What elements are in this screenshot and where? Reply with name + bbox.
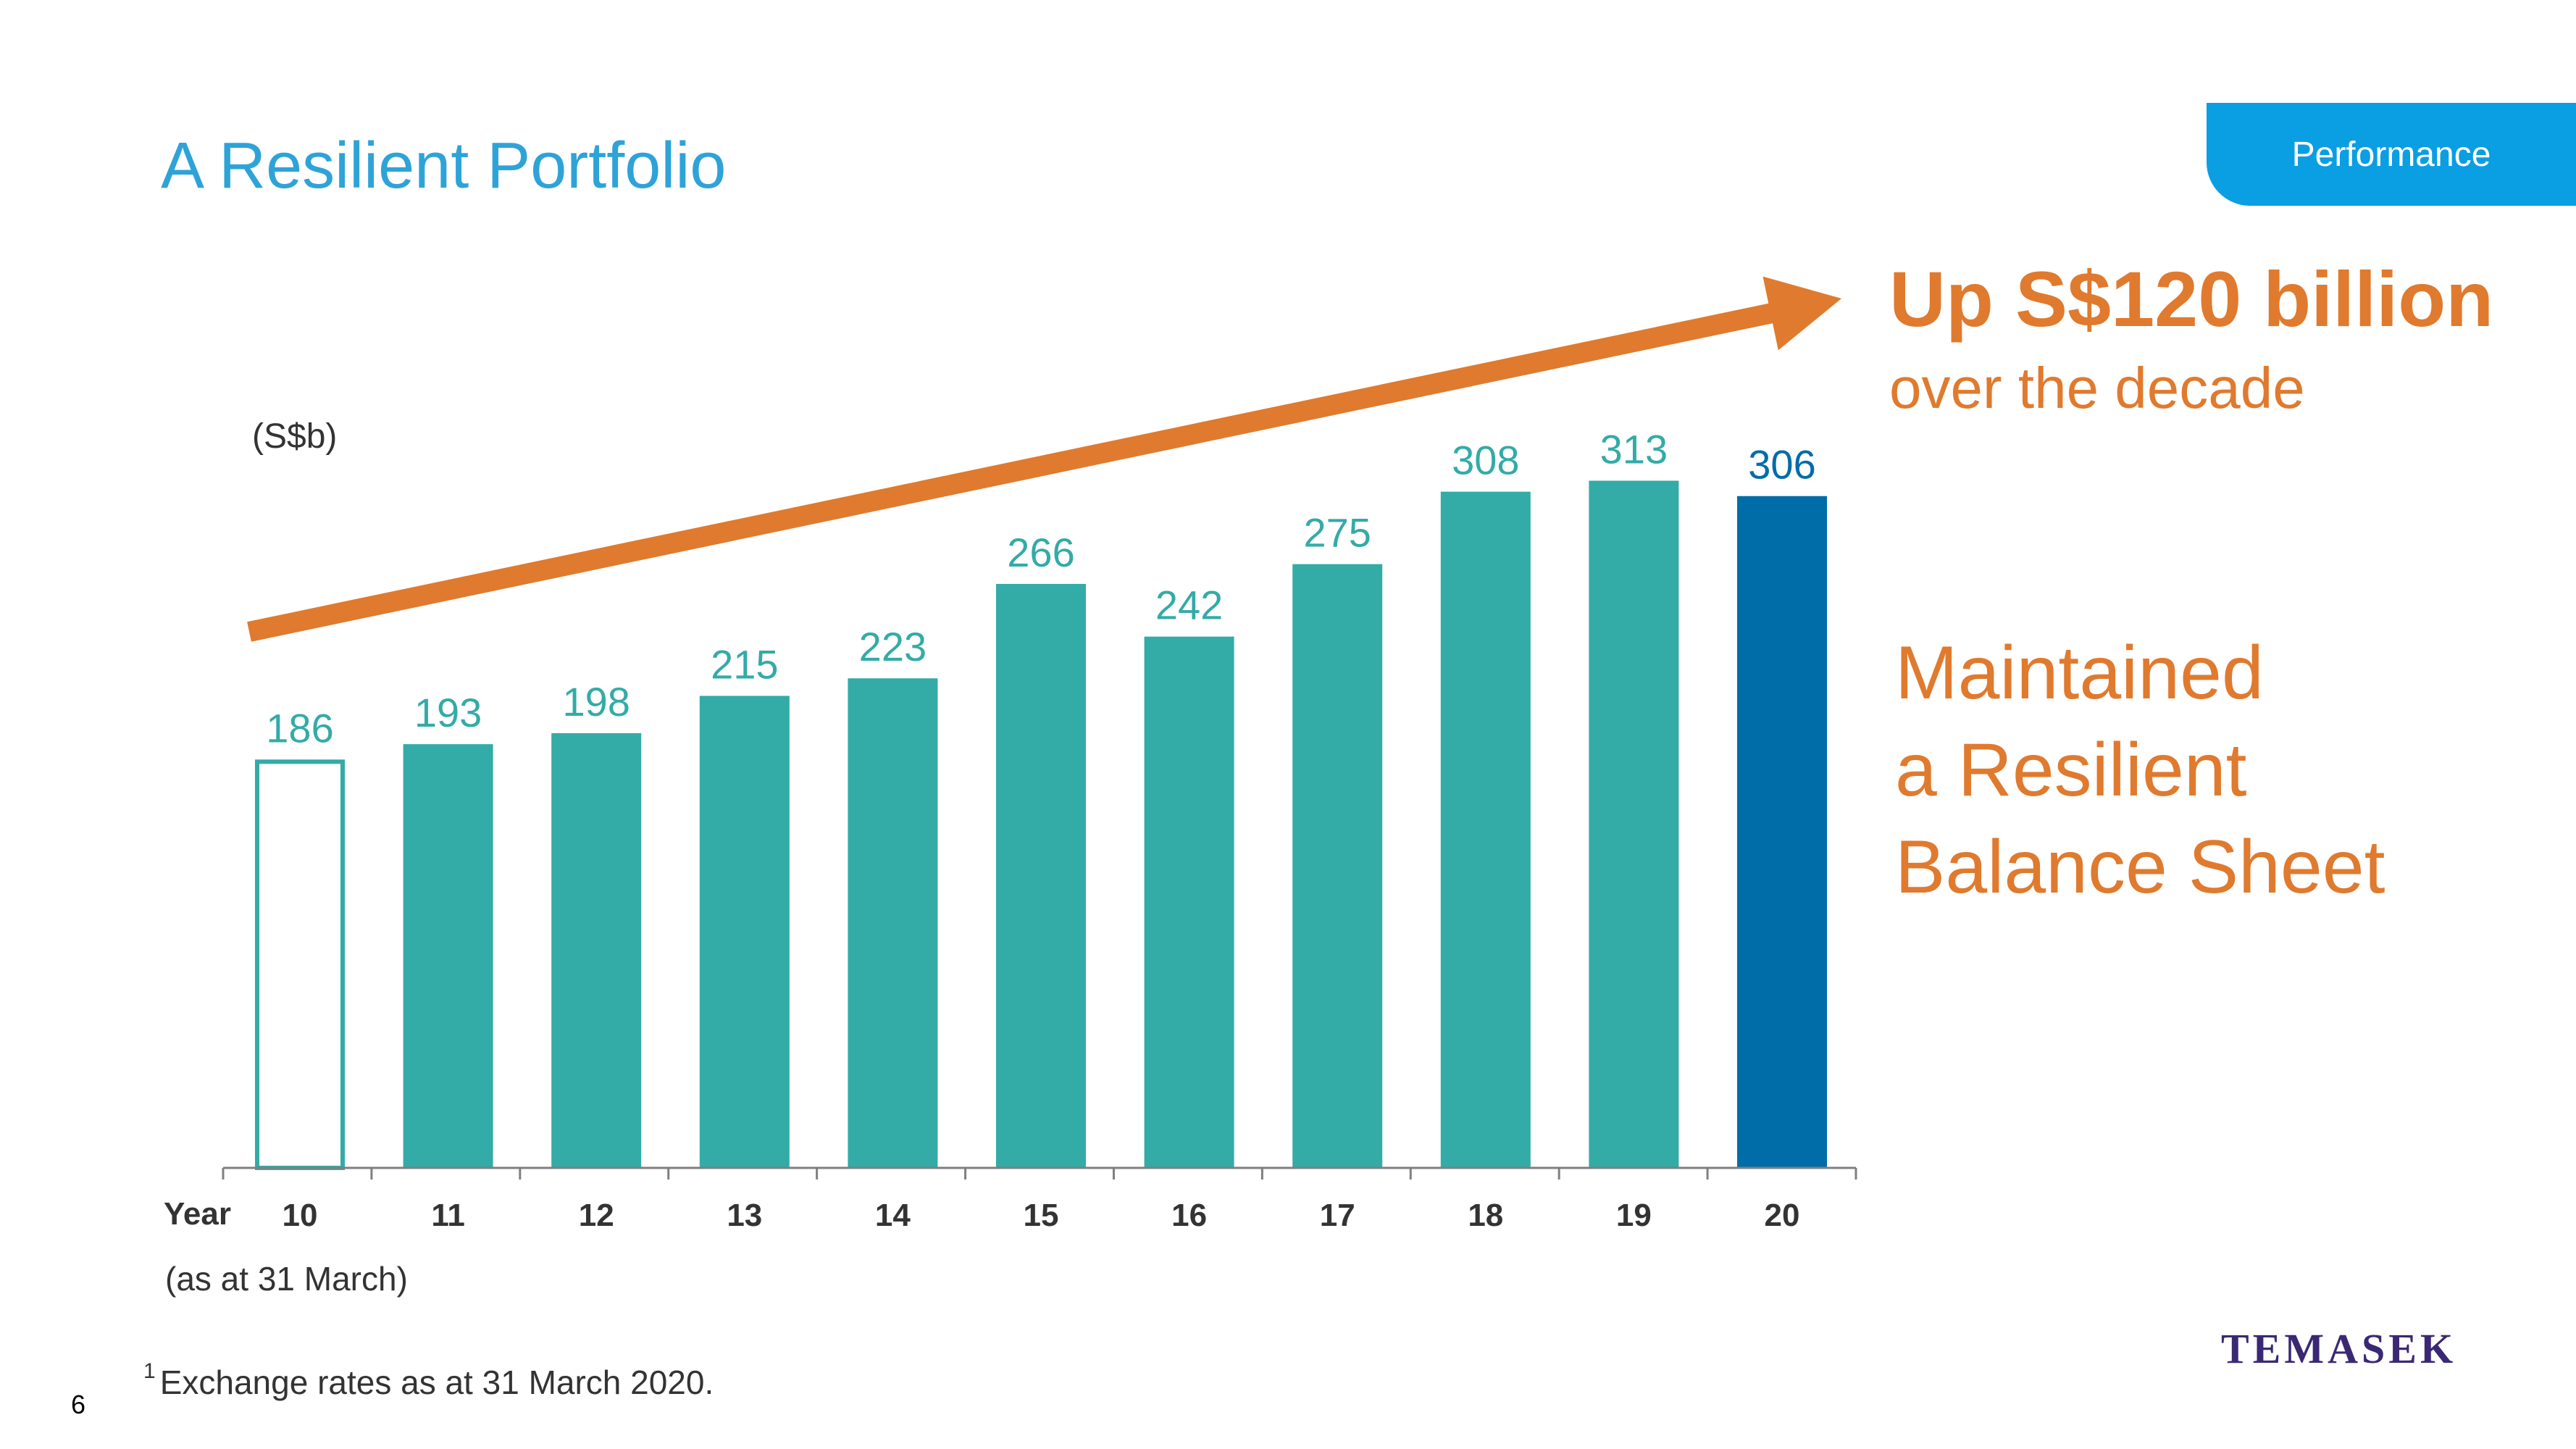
data-label-2012: 198 — [562, 679, 630, 724]
x-tick-label-2017: 17 — [1320, 1198, 1355, 1233]
subheadline-decade: over the decade — [1889, 356, 2305, 420]
data-label-2013: 215 — [711, 641, 778, 687]
y-unit-label: (S$b) — [252, 417, 337, 456]
x-tick-label-2019: 19 — [1616, 1198, 1652, 1233]
key-message-line-3: Balance Sheet — [1895, 825, 2385, 909]
section-tab-performance[interactable]: Performance — [2207, 103, 2576, 206]
footnote: 1 Exchange rates as at 31 March 2020. — [143, 1359, 714, 1402]
key-message-line-1: Maintained — [1895, 631, 2264, 715]
bar-2019 — [1589, 480, 1679, 1168]
x-tick-label-2012: 12 — [579, 1198, 614, 1233]
trend-arrow-shape — [247, 276, 1841, 642]
data-label-2014: 223 — [859, 624, 927, 669]
data-label-2011: 193 — [414, 690, 482, 735]
bar-2010 — [255, 759, 345, 1170]
temasek-logo: TEMASEK — [2221, 1325, 2457, 1372]
x-tick-label-2013: 13 — [727, 1198, 762, 1233]
x-tick-label-2018: 18 — [1468, 1198, 1503, 1233]
footnote-marker: 1 — [143, 1359, 156, 1383]
data-label-2015: 266 — [1007, 530, 1074, 575]
x-axis-title: Year — [164, 1196, 231, 1232]
bar-2011 — [403, 744, 493, 1168]
data-label-2016: 242 — [1155, 582, 1223, 628]
x-tick-label-2016: 16 — [1171, 1198, 1207, 1233]
data-label-2020: 306 — [1748, 442, 1815, 488]
data-label-2019: 313 — [1600, 427, 1668, 472]
key-message-line-2: a Resilient — [1895, 728, 2247, 812]
bar-2014 — [848, 678, 938, 1168]
bar-2013 — [699, 696, 790, 1168]
bar-2016 — [1144, 636, 1234, 1168]
bar-2012 — [551, 733, 642, 1168]
x-tick-label-2015: 15 — [1024, 1198, 1059, 1233]
data-label-2010: 186 — [266, 705, 333, 751]
headline-growth: Up S$120 billion — [1889, 255, 2494, 343]
bar-2018 — [1440, 491, 1531, 1168]
x-tick-label-2014: 14 — [875, 1198, 911, 1233]
key-message: Maintained a Resilient Balance Sheet — [1895, 625, 2385, 916]
bar-2015 — [996, 583, 1086, 1168]
x-tick-label-2011: 11 — [431, 1198, 465, 1233]
footnote-text: Exchange rates as at 31 March 2020. — [159, 1364, 714, 1401]
trend-arrow — [247, 276, 1841, 642]
data-label-2017: 275 — [1303, 510, 1371, 556]
date-note: (as at 31 March) — [165, 1260, 408, 1298]
bar-2020 — [1737, 496, 1827, 1168]
x-tick-label-2020: 20 — [1765, 1198, 1800, 1233]
slide-title: A Resilient Portfolio — [161, 130, 727, 202]
x-tick-label-2010: 10 — [283, 1198, 318, 1233]
page-number: 6 — [71, 1390, 86, 1419]
bar-2017 — [1292, 564, 1383, 1168]
data-label-2018: 308 — [1452, 438, 1519, 483]
